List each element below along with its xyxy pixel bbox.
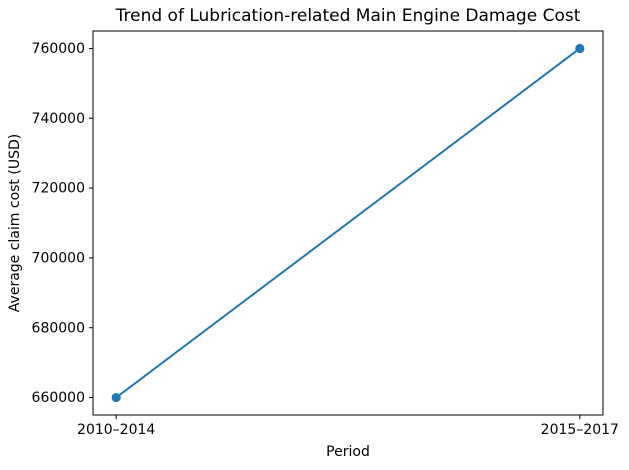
y-tick-label: 680000: [32, 320, 85, 336]
y-tick-label: 700000: [32, 251, 85, 267]
x-axis-label: Period: [326, 444, 370, 460]
x-tick-label: 2010–2014: [77, 422, 155, 438]
data-point-marker: [111, 392, 121, 403]
y-tick-label: 740000: [32, 111, 85, 127]
y-tick-label: 660000: [32, 390, 85, 406]
data-point-marker: [575, 43, 585, 54]
x-tick-label: 2015–2017: [541, 422, 619, 438]
y-tick-label: 760000: [32, 41, 85, 57]
chart-title: Trend of Lubrication-related Main Engine…: [115, 6, 581, 26]
data-line: [115, 47, 581, 399]
axes-spines: [92, 30, 604, 416]
y-tick-label: 720000: [32, 181, 85, 197]
